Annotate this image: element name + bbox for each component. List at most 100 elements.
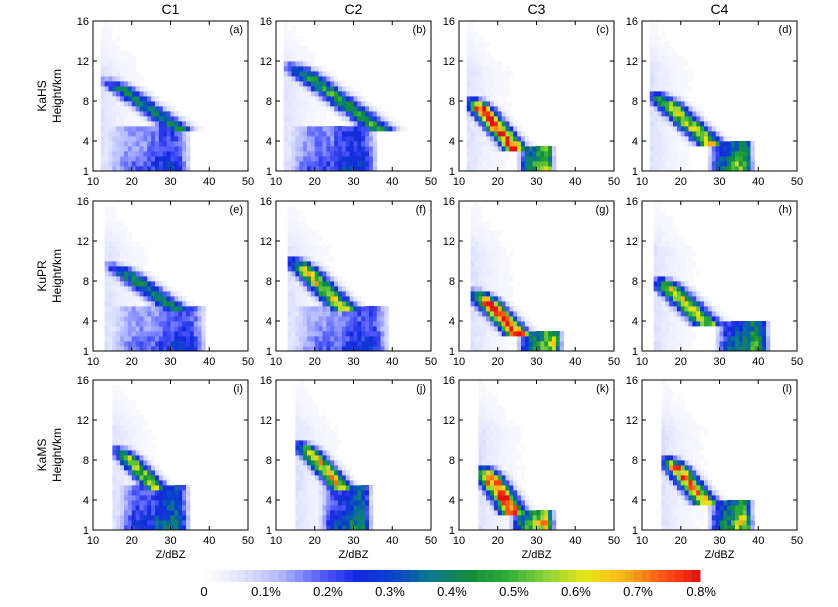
heatmap-cell xyxy=(303,485,308,491)
heatmap-cell xyxy=(688,336,693,342)
heatmap-cell xyxy=(478,81,483,87)
heatmap-cell xyxy=(299,485,304,491)
x-tick-label: 30 xyxy=(164,535,176,547)
x-tick-label: 30 xyxy=(347,356,359,368)
heatmap-cell xyxy=(287,316,292,322)
heatmap-cell xyxy=(490,465,495,471)
heatmap-cell xyxy=(482,146,487,152)
x-tick-label: 40 xyxy=(752,176,764,188)
heatmap-cell xyxy=(112,460,117,466)
heatmap-cell xyxy=(661,226,666,232)
heatmap-cell xyxy=(345,510,351,516)
heatmap-cell xyxy=(158,480,164,486)
heatmap-cell xyxy=(349,341,354,347)
heatmap-cell xyxy=(104,36,109,42)
heatmap-cell xyxy=(478,490,483,496)
heatmap-cell xyxy=(486,520,491,526)
heatmap-cell xyxy=(466,51,472,57)
heatmap-cell xyxy=(151,271,156,277)
heatmap-cell xyxy=(357,161,362,167)
heatmap-cell xyxy=(108,156,113,162)
heatmap-cell xyxy=(104,21,109,27)
heatmap-cell xyxy=(135,341,140,347)
heatmap-cell xyxy=(540,331,545,337)
heatmap-cell xyxy=(657,151,662,157)
heatmap-cell xyxy=(361,485,366,491)
heatmap-cell xyxy=(361,346,366,352)
heatmap-cell xyxy=(517,490,522,496)
heatmap-cell xyxy=(493,505,499,511)
heatmap-cell xyxy=(330,256,335,262)
heatmap-cell xyxy=(676,485,682,491)
heatmap-cell xyxy=(559,331,565,337)
heatmap-cell xyxy=(719,161,724,167)
heatmap-cell xyxy=(108,76,113,82)
heatmap-cell xyxy=(299,495,304,501)
heatmap-cell xyxy=(124,440,129,446)
heatmap-cell xyxy=(466,136,472,142)
heatmap-cell xyxy=(692,251,697,257)
heatmap-cell xyxy=(147,156,152,162)
heatmap-cell xyxy=(490,241,495,247)
heatmap-cell xyxy=(345,495,351,501)
heatmap-cell xyxy=(657,116,662,122)
heatmap-cell xyxy=(470,341,475,347)
heatmap-cell xyxy=(287,331,292,337)
heatmap-cell xyxy=(143,341,148,347)
heatmap-cell xyxy=(310,96,316,102)
heatmap-cell xyxy=(474,66,479,72)
heatmap-cell xyxy=(334,311,339,317)
heatmap-cell xyxy=(361,490,366,496)
heatmap-cell xyxy=(669,216,674,222)
heatmap-cell xyxy=(287,246,292,252)
heatmap-cell xyxy=(108,51,113,57)
heatmap-cell xyxy=(100,156,106,162)
heatmap-cell xyxy=(314,490,320,496)
heatmap-cell xyxy=(155,490,160,496)
x-tick-label: 40 xyxy=(752,356,764,368)
heatmap-cell xyxy=(147,321,152,327)
heatmap-cell xyxy=(700,131,705,137)
heatmap-cell xyxy=(182,341,187,347)
heatmap-cell xyxy=(104,276,109,282)
heatmap-cell xyxy=(174,301,179,307)
heatmap-cell xyxy=(497,415,503,421)
heatmap-cell xyxy=(684,81,689,87)
heatmap-cell xyxy=(665,291,670,297)
heatmap-cell xyxy=(532,156,537,162)
heatmap-cell xyxy=(112,450,117,456)
heatmap-cell xyxy=(478,36,483,42)
heatmap-cell xyxy=(509,141,514,147)
heatmap-cell xyxy=(100,146,106,152)
heatmap-cell xyxy=(143,276,148,282)
heatmap-cell xyxy=(680,311,686,317)
heatmap-cell xyxy=(505,445,510,451)
heatmap-cell xyxy=(151,111,156,117)
heatmap-cell xyxy=(665,321,670,327)
heatmap-cell xyxy=(108,296,113,302)
heatmap-cell xyxy=(684,306,689,312)
heatmap-cell xyxy=(127,445,133,451)
heatmap-cell xyxy=(688,66,693,72)
heatmap-cell xyxy=(116,106,121,112)
heatmap-cell xyxy=(653,286,658,292)
heatmap-cell xyxy=(334,166,339,172)
heatmap-cell xyxy=(299,301,304,307)
heatmap-cell xyxy=(143,465,148,471)
heatmap-cell xyxy=(478,405,483,411)
heatmap-cell xyxy=(501,425,506,431)
heatmap-cell xyxy=(326,306,331,312)
heatmap-cell xyxy=(139,326,144,332)
heatmap-cell xyxy=(555,336,561,342)
heatmap-cell xyxy=(486,450,491,456)
heatmap-cell xyxy=(143,430,148,436)
heatmap-cell xyxy=(673,440,678,446)
heatmap-cell xyxy=(669,430,674,436)
heatmap-cell xyxy=(166,106,171,112)
heatmap-cell xyxy=(314,246,320,252)
heatmap-cell xyxy=(486,470,491,476)
heatmap-cell xyxy=(676,66,682,72)
heatmap-cell xyxy=(299,271,304,277)
heatmap-cell xyxy=(478,301,483,307)
heatmap-cell xyxy=(715,156,720,162)
